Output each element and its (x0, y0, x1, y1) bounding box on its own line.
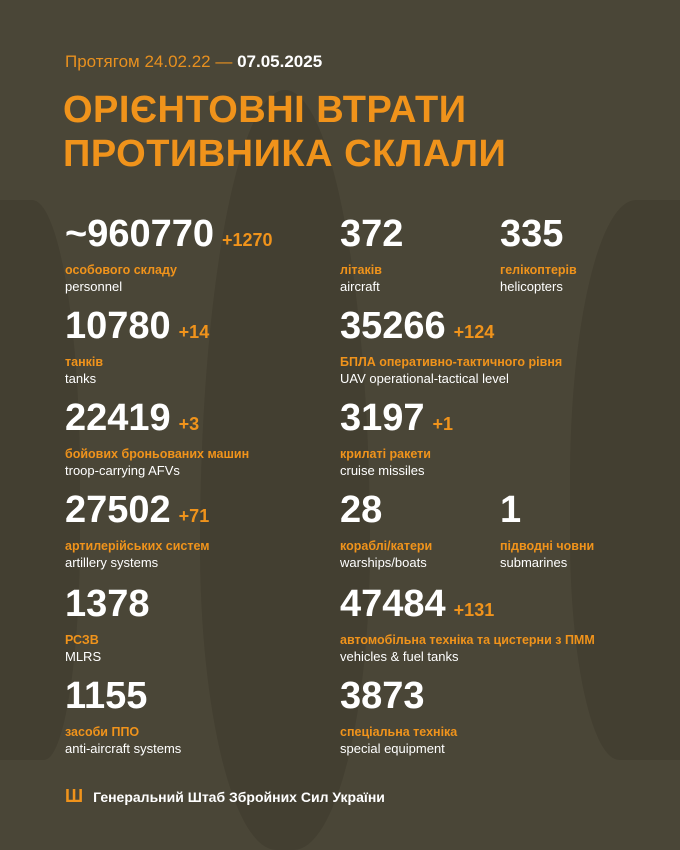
stat-delta: +14 (178, 322, 210, 342)
stat-label-ua: автомобільна техніка та цистерни з ПММ (340, 633, 595, 647)
page-title: ОРІЄНТОВНІ ВТРАТИ ПРОТИВНИКА СКЛАЛИ (63, 88, 506, 176)
stat-value: 335 (500, 212, 577, 262)
stat-label-en: cruise missiles (340, 463, 425, 478)
stat-value: 35266 +124 (340, 304, 562, 354)
stat-label-ua: бойових броньованих машин (65, 447, 250, 461)
stat-block: 1378 РСЗВ MLRS (65, 582, 158, 665)
stat-number: 22419 (65, 397, 171, 439)
stat-label-ua: гелікоптерів (500, 263, 577, 277)
stat-block: 35266 +124 БПЛА оперативно-тактичного рів… (340, 304, 562, 387)
period-prefix: Протягом 24.02.22 — (65, 52, 233, 71)
stat-block: 1 підводні човни submarines (500, 488, 594, 571)
stat-number: 372 (340, 213, 404, 255)
stat-block: 47484 +131 автомобільна техніка та цистер… (340, 582, 595, 665)
stat-label-ua: кораблі/катери (340, 539, 433, 553)
stat-block: 22419 +3 бойових броньованих машин troop-… (65, 396, 249, 479)
stat-number: 3197 (340, 397, 425, 439)
stat-value: 47484 +131 (340, 582, 595, 632)
title-line-1: ОРІЄНТОВНІ ВТРАТИ (63, 89, 467, 131)
stat-block: 335 гелікоптерів helicopters (500, 212, 577, 295)
stat-number: 47484 (340, 583, 446, 625)
stat-block: 372 літаків aircraft (340, 212, 411, 295)
stat-value: 3873 (340, 674, 457, 724)
stat-label-ua: артилерійських систем (65, 539, 210, 553)
stat-label-en: personnel (65, 279, 123, 294)
stat-number: 28 (340, 489, 383, 531)
stat-value: 22419 +3 (65, 396, 249, 446)
background-shape (570, 200, 680, 760)
stat-number: 3873 (340, 675, 425, 717)
stat-block: 27502 +71 артилерійських систем artillery… (65, 488, 210, 571)
report-date: 07.05.2025 (237, 52, 323, 71)
stat-label-ua: особового складу (65, 263, 178, 277)
stat-label-ua: танків (65, 355, 104, 369)
stat-delta: +124 (453, 322, 495, 342)
stat-value: 28 (340, 488, 432, 538)
stat-delta: +3 (178, 414, 200, 434)
background-shape (0, 200, 80, 760)
stat-value: 3197 +1 (340, 396, 453, 446)
stat-label-en: submarines (500, 555, 568, 570)
stat-label-ua: засоби ППО (65, 725, 140, 739)
stat-block: ~960770 +1270 особового складу personnel (65, 212, 273, 295)
stat-value: 1 (500, 488, 594, 538)
stat-block: 10780 +14 танків tanks (65, 304, 209, 387)
stat-value: 1155 (65, 674, 181, 724)
stat-label-ua: РСЗВ (65, 633, 99, 647)
period: Протягом 24.02.22 — 07.05.2025 (65, 52, 322, 72)
stat-label-en: anti-aircraft systems (65, 741, 182, 756)
stat-number: 1 (500, 489, 522, 531)
stat-block: 3197 +1 крилаті ракети cruise missiles (340, 396, 453, 479)
stat-number: 27502 (65, 489, 171, 531)
stat-label-ua: підводні човни (500, 539, 595, 553)
stat-label-en: aircraft (340, 279, 380, 294)
stat-label-en: UAV operational-tactical level (340, 371, 509, 386)
footer: Ш Генеральний Штаб Збройних Сил України (65, 786, 385, 807)
stat-label-ua: крилаті ракети (340, 447, 431, 461)
background-shape (200, 90, 370, 850)
stat-label-en: special equipment (340, 741, 445, 756)
stat-label-en: helicopters (500, 279, 563, 294)
stat-number: 1378 (65, 583, 150, 625)
trident-icon: Ш (65, 786, 84, 806)
stat-number: 10780 (65, 305, 171, 347)
stat-number: 335 (500, 213, 564, 255)
stat-number: 1155 (65, 675, 148, 717)
stat-value: ~960770 +1270 (65, 212, 273, 262)
stat-label-ua: літаків (340, 263, 382, 277)
stat-label-en: MLRS (65, 649, 102, 664)
stat-delta: +1 (432, 414, 454, 434)
stat-value: 27502 +71 (65, 488, 210, 538)
stat-value: 372 (340, 212, 411, 262)
stat-block: 28 кораблі/катери warships/boats (340, 488, 432, 571)
footer-text: Генеральний Штаб Збройних Сил України (93, 788, 385, 805)
stat-label-ua: спеціальна техніка (340, 725, 458, 739)
stat-delta: +1270 (222, 230, 273, 250)
stat-label-en: artillery systems (65, 555, 159, 570)
stat-block: 3873 спеціальна техніка special equipmen… (340, 674, 457, 757)
stat-label-en: vehicles & fuel tanks (340, 649, 459, 664)
stat-label-ua: БПЛА оперативно-тактичного рівня (340, 355, 563, 369)
stat-value: 1378 (65, 582, 158, 632)
stat-label-en: warships/boats (340, 555, 427, 570)
stat-number: 35266 (340, 305, 446, 347)
stat-label-en: tanks (65, 371, 97, 386)
stat-block: 1155 засоби ППО anti-aircraft systems (65, 674, 181, 757)
stat-delta: +71 (178, 506, 210, 526)
stat-label-en: troop-carrying AFVs (65, 463, 180, 478)
stat-delta: +131 (453, 600, 495, 620)
title-line-2: ПРОТИВНИКА СКЛАЛИ (63, 133, 507, 175)
stat-value: 10780 +14 (65, 304, 209, 354)
stat-number: ~960770 (65, 213, 214, 255)
